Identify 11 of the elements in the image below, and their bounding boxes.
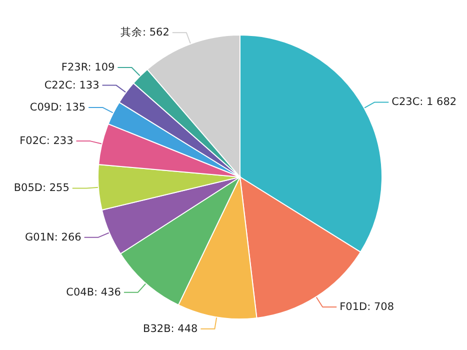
- slice-label: C04B: 436: [66, 286, 122, 298]
- slice-label: F23R: 109: [61, 62, 115, 74]
- slice-label: C23C: 1 682: [392, 96, 457, 108]
- slice-label: B32B: 448: [143, 322, 198, 335]
- slice-label: G01N: 266: [25, 231, 82, 244]
- slice-label: F01D: 708: [340, 300, 394, 313]
- slice-label: F02C: 233: [20, 135, 74, 148]
- slice-label: 其余: 562: [120, 26, 170, 39]
- slice-label: B05D: 255: [14, 182, 70, 194]
- slice-label: C22C: 133: [44, 79, 100, 92]
- slice-label: C09D: 135: [30, 101, 86, 114]
